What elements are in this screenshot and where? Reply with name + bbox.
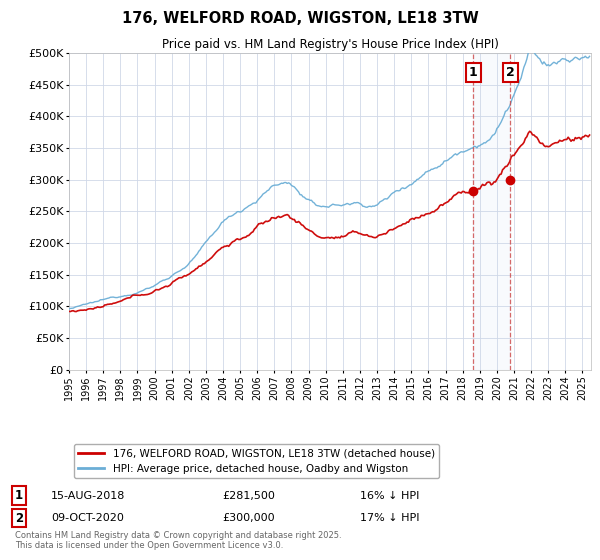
Text: 09-OCT-2020: 09-OCT-2020 xyxy=(51,513,124,523)
Text: Contains HM Land Registry data © Crown copyright and database right 2025.
This d: Contains HM Land Registry data © Crown c… xyxy=(15,530,341,550)
Text: 2: 2 xyxy=(506,66,514,79)
Text: 1: 1 xyxy=(469,66,478,79)
Bar xyxy=(473,53,510,370)
Text: 16% ↓ HPI: 16% ↓ HPI xyxy=(360,491,419,501)
Text: 17% ↓ HPI: 17% ↓ HPI xyxy=(360,513,419,523)
Text: £281,500: £281,500 xyxy=(222,491,275,501)
Text: £300,000: £300,000 xyxy=(222,513,275,523)
Text: 2: 2 xyxy=(15,511,23,525)
Text: 176, WELFORD ROAD, WIGSTON, LE18 3TW: 176, WELFORD ROAD, WIGSTON, LE18 3TW xyxy=(122,11,478,26)
Title: Price paid vs. HM Land Registry's House Price Index (HPI): Price paid vs. HM Land Registry's House … xyxy=(161,38,499,50)
Text: 15-AUG-2018: 15-AUG-2018 xyxy=(51,491,125,501)
Text: 1: 1 xyxy=(15,489,23,502)
Legend: 176, WELFORD ROAD, WIGSTON, LE18 3TW (detached house), HPI: Average price, detac: 176, WELFORD ROAD, WIGSTON, LE18 3TW (de… xyxy=(74,445,439,478)
